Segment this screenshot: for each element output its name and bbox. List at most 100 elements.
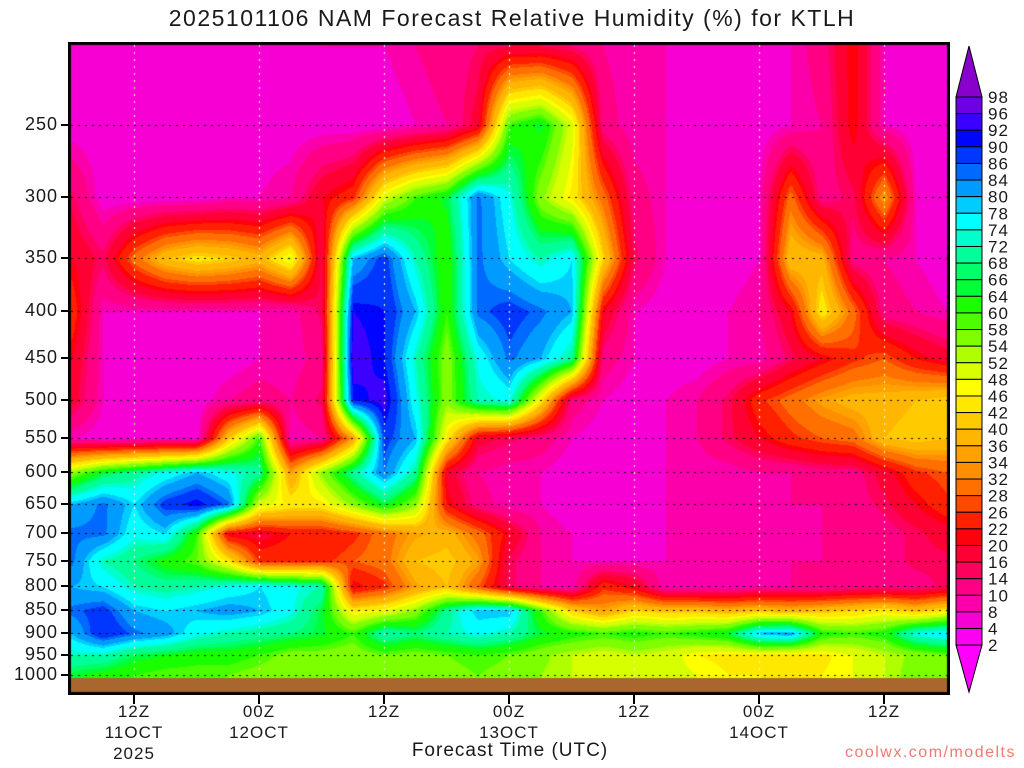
x-tick-label: 00Z 13OCT — [479, 702, 539, 742]
colorbar-label: 26 — [988, 503, 1009, 522]
y-tick-mark — [61, 609, 68, 612]
colorbar-box — [955, 495, 983, 513]
y-tick-mark — [61, 196, 68, 199]
colorbar-box — [955, 312, 983, 331]
colorbar-box — [955, 279, 983, 297]
colorbar-box — [955, 544, 983, 563]
y-tick-label: 950 — [24, 643, 58, 664]
colorbar-label: 74 — [988, 221, 1009, 240]
y-tick-label: 900 — [24, 622, 58, 643]
colorbar-box — [955, 395, 983, 414]
colorbar-box — [955, 295, 983, 314]
colorbar-label: 34 — [988, 453, 1009, 472]
x-axis-title: Forecast Time (UTC) — [411, 740, 609, 761]
colorbar-box — [955, 162, 983, 181]
y-tick-mark — [61, 653, 68, 656]
colorbar-box — [955, 578, 983, 596]
colorbar-label: 48 — [988, 370, 1009, 389]
colorbar-box — [955, 229, 983, 247]
colorbar-box — [955, 212, 983, 231]
colorbar-box — [955, 412, 983, 430]
colorbar-box — [955, 461, 983, 480]
colorbar-label: 90 — [988, 138, 1009, 157]
colorbar-box — [955, 478, 983, 497]
colorbar-label: 4 — [988, 620, 998, 639]
colorbar-box — [955, 428, 983, 447]
colorbar-box — [955, 378, 983, 397]
colorbar-label: 60 — [988, 304, 1009, 323]
colorbar-label: 86 — [988, 154, 1009, 173]
y-tick-mark — [61, 357, 68, 360]
colorbar-label: 98 — [988, 88, 1009, 107]
colorbar-label: 22 — [988, 520, 1009, 539]
y-tick-mark — [61, 503, 68, 506]
x-tick-label: 00Z 12OCT — [229, 702, 289, 742]
colorbar-box — [955, 113, 983, 131]
chart-title: 2025101106 NAM Forecast Relative Humidit… — [168, 5, 856, 31]
y-tick-label: 450 — [24, 347, 58, 368]
colorbar-label: 42 — [988, 404, 1009, 423]
colorbar-arrow-top — [955, 45, 983, 98]
y-tick-mark — [61, 585, 68, 588]
x-tick-mark — [758, 695, 760, 704]
colorbar: 9896929086848078747268666460585452484642… — [955, 45, 1009, 695]
y-tick-label: 1000 — [13, 663, 58, 684]
x-tick-mark — [883, 695, 885, 704]
y-tick-mark — [61, 398, 68, 401]
y-tick-label: 550 — [24, 426, 58, 447]
y-tick-label: 500 — [24, 388, 58, 409]
colorbar-label: 58 — [988, 321, 1009, 340]
y-tick-mark — [61, 124, 68, 126]
rh-heatmap-canvas — [68, 42, 950, 695]
y-tick-mark — [61, 632, 68, 635]
colorbar-label: 20 — [988, 536, 1009, 555]
colorbar-label: 78 — [988, 204, 1009, 223]
colorbar-label: 46 — [988, 387, 1009, 406]
colorbar-box — [955, 511, 983, 530]
x-tick-mark — [633, 695, 635, 704]
x-tick-label: 12Z — [867, 702, 901, 721]
colorbar-label: 80 — [988, 188, 1009, 207]
y-tick-label: 300 — [24, 186, 58, 207]
colorbar-box — [955, 528, 983, 546]
x-tick-label: 00Z 14OCT — [729, 702, 789, 742]
x-tick-label: 12Z — [367, 702, 401, 721]
colorbar-box — [955, 594, 983, 613]
colorbar-box — [955, 129, 983, 148]
colorbar-label: 16 — [988, 553, 1009, 572]
colorbar-label: 2 — [988, 636, 998, 655]
y-tick-label: 700 — [24, 522, 58, 543]
colorbar-box — [955, 196, 983, 214]
x-tick-mark — [508, 695, 510, 704]
x-tick-mark — [383, 695, 385, 704]
y-tick-label: 800 — [24, 575, 58, 596]
y-tick-label: 850 — [24, 599, 58, 620]
colorbar-label: 84 — [988, 171, 1009, 190]
colorbar-label: 14 — [988, 570, 1009, 589]
y-tick-mark — [61, 673, 68, 676]
y-tick-label: 350 — [24, 247, 58, 268]
y-tick-mark — [61, 471, 68, 474]
colorbar-label: 66 — [988, 271, 1009, 290]
y-tick-label: 250 — [24, 114, 58, 134]
colorbar-label: 36 — [988, 437, 1009, 456]
x-tick-label: 12Z — [617, 702, 651, 721]
colorbar-box — [955, 445, 983, 463]
colorbar-box — [955, 611, 983, 630]
colorbar-label: 8 — [988, 603, 998, 622]
colorbar-label: 28 — [988, 487, 1009, 506]
colorbar-box — [955, 628, 983, 646]
y-tick-label: 400 — [24, 300, 58, 321]
colorbar-box — [955, 146, 983, 164]
y-tick-label: 650 — [24, 493, 58, 514]
colorbar-label: 10 — [988, 586, 1009, 605]
x-tick-mark — [258, 695, 260, 704]
colorbar-label: 54 — [988, 337, 1009, 356]
y-tick-mark — [61, 532, 68, 535]
y-tick-mark — [61, 436, 68, 439]
y-tick-label: 750 — [24, 549, 58, 570]
x-tick-mark — [133, 695, 135, 704]
colorbar-label: 68 — [988, 254, 1009, 273]
colorbar-label: 96 — [988, 105, 1009, 124]
